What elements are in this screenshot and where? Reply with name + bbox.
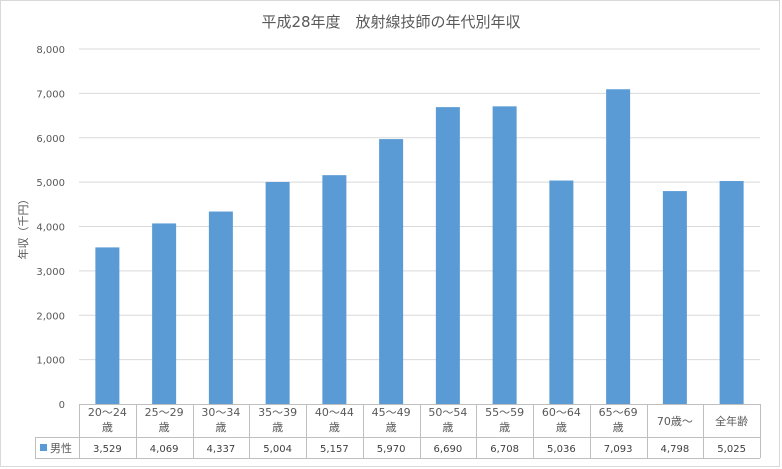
x-category-label: 歳 — [329, 421, 340, 434]
chart-title: 平成28年度 放射線技師の年代別年収 — [261, 13, 520, 31]
bar — [265, 181, 290, 404]
x-category-label: 歳 — [386, 421, 397, 434]
bar — [322, 175, 347, 404]
data-table-value: 3,529 — [93, 444, 122, 455]
data-table-value: 5,036 — [547, 444, 576, 455]
data-table-value: 4,798 — [661, 444, 690, 455]
legend-label: 男性 — [50, 441, 72, 455]
y-tick-label: 0 — [59, 400, 65, 411]
bar — [208, 211, 233, 404]
y-tick-label: 1,000 — [36, 356, 65, 367]
x-category-label: 35～39 — [258, 406, 297, 419]
data-table-value: 5,970 — [377, 444, 406, 455]
data-table-value: 5,157 — [320, 444, 349, 455]
x-category-label: 歳 — [159, 421, 170, 434]
bar — [662, 191, 687, 404]
x-category-label: 20～24 — [88, 406, 127, 419]
x-category-label: 歳 — [556, 421, 567, 434]
bar — [606, 89, 631, 405]
x-category-label: 歳 — [215, 421, 226, 434]
legend-swatch — [40, 444, 47, 451]
x-category-label: 50～54 — [428, 406, 467, 419]
data-table-value: 7,093 — [604, 444, 633, 455]
x-category-label: 全年齢 — [715, 414, 748, 428]
data-table-value: 6,708 — [490, 444, 519, 455]
x-category-label: 歳 — [102, 421, 113, 434]
bar — [435, 107, 460, 404]
x-category-label: 40～44 — [315, 406, 354, 419]
x-category-label: 70歳～ — [657, 415, 693, 428]
x-category-label: 歳 — [442, 421, 453, 434]
bar — [95, 247, 120, 404]
bar — [549, 180, 574, 404]
data-table-value: 4,069 — [150, 444, 179, 455]
y-axis-label: 年収（千円） — [16, 194, 30, 260]
y-tick-label: 3,000 — [36, 267, 65, 278]
bar — [719, 181, 744, 404]
y-tick-label: 4,000 — [36, 223, 65, 234]
data-table-value: 5,004 — [263, 444, 292, 455]
data-table-value: 5,025 — [717, 444, 746, 455]
y-tick-label: 6,000 — [36, 134, 65, 145]
y-tick-label: 5,000 — [36, 178, 65, 189]
data-table-value: 4,337 — [207, 444, 236, 455]
x-category-label: 25～29 — [145, 406, 184, 419]
y-tick-label: 8,000 — [36, 45, 65, 56]
x-category-label: 55～59 — [485, 406, 524, 419]
y-tick-label: 7,000 — [36, 89, 65, 100]
data-table-value: 6,690 — [434, 444, 463, 455]
x-category-label: 65～69 — [599, 406, 638, 419]
bar — [492, 106, 517, 405]
bar — [152, 223, 177, 404]
y-tick-label: 2,000 — [36, 311, 65, 322]
x-category-label: 30～34 — [201, 406, 240, 419]
bar — [379, 139, 404, 405]
x-category-label: 45～49 — [372, 406, 411, 419]
x-category-label: 歳 — [613, 421, 624, 434]
x-category-label: 歳 — [499, 421, 510, 434]
x-category-label: 60～64 — [542, 406, 581, 419]
x-category-label: 歳 — [272, 421, 283, 434]
